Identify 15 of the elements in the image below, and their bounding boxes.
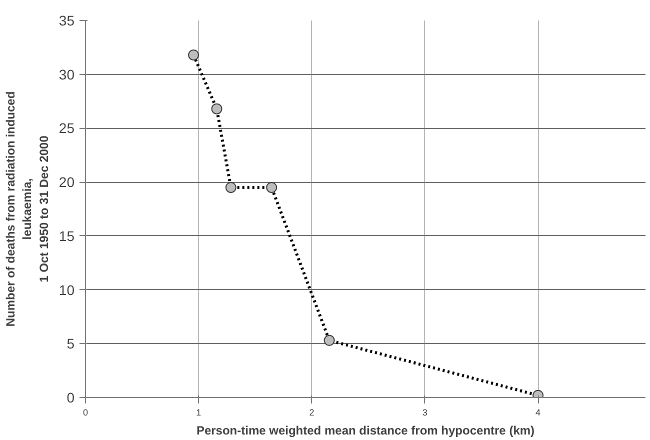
y-tick-label: 30 [58,66,75,82]
y-tick-label: 10 [58,282,75,298]
y-tick-label: 20 [58,174,75,190]
x-tick-label: 1 [196,408,202,418]
x-tick-label: 4 [536,408,541,418]
x-tick-label: 2 [309,408,314,418]
x-tick-label: 3 [422,408,428,418]
y-axis-title: Number of deaths from radiation induced leukaemia, 1 Oct 1950 to 31 Dec 2000 [3,91,51,327]
y-tick-label: 25 [58,120,75,136]
y-tick-label: 0 [66,390,75,406]
y-tick-label: 5 [66,336,75,352]
y-tick-label: 35 [58,12,75,28]
y-tick-label: 15 [58,228,75,244]
x-tick-label: 0 [82,408,88,418]
x-axis-title: Person-time weighted mean distance from hypocentre (km) [196,424,535,438]
